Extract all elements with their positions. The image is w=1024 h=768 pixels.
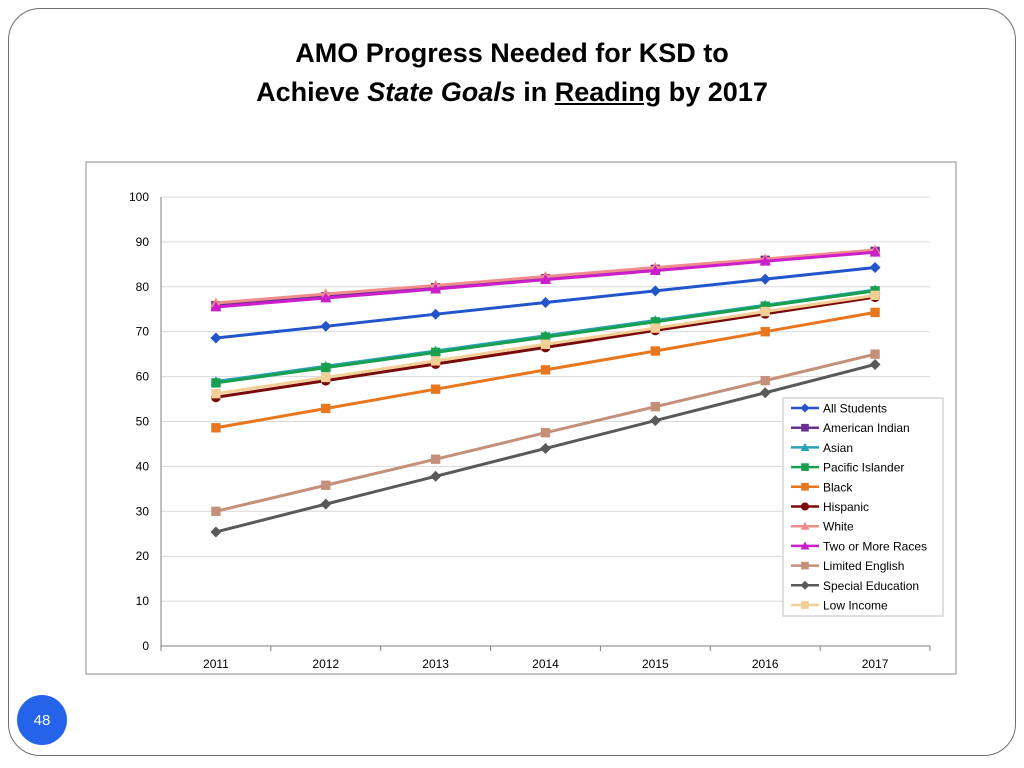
legend-label: Hispanic [823,500,869,514]
data-point-special-education [210,526,222,538]
title-part-reading: Reading [554,77,662,107]
data-point-all-students [869,261,881,273]
data-point-black [321,403,331,414]
y-tick-label: 80 [136,280,150,294]
data-point-special-education [649,415,661,427]
legend-marker [800,403,810,413]
data-point-black [430,384,441,394]
legend-marker [801,561,809,570]
data-point-black [211,423,221,433]
x-tick-label: 2014 [532,657,559,671]
y-tick-label: 30 [136,504,150,518]
data-point-two-or-more-races [869,246,881,257]
legend-label: Black [823,480,853,494]
data-point-two-or-more-races [210,301,222,312]
legend-marker [800,580,810,590]
data-point-all-students [649,285,661,297]
data-point-all-students [540,297,551,309]
legend-marker [801,463,809,471]
data-point-low-income [760,306,770,317]
data-point-low-income [650,323,661,333]
data-point-limited-english [870,349,880,359]
title-part-in: in [515,77,555,107]
data-point-black [650,346,661,356]
legend-marker [800,521,810,530]
x-tick-label: 2015 [642,657,669,671]
title-line-1: AMO Progress Needed for KSD to [295,38,729,68]
data-point-all-students [759,273,771,285]
data-point-two-or-more-races [320,292,332,303]
legend-label: White [823,520,854,534]
data-point-limited-english [650,402,661,412]
data-point-all-students [210,332,222,344]
x-tick-label: 2013 [422,657,449,671]
title-line-2: Achieve State Goals in Reading by 2017 [0,73,1024,112]
data-point-low-income [321,372,331,383]
page-number: 48 [33,711,51,729]
data-point-low-income [430,356,441,366]
data-point-special-education [869,358,881,370]
legend-marker [800,541,810,550]
x-tick-label: 2016 [752,657,779,671]
x-tick-label: 2011 [203,657,229,671]
data-point-low-income [870,290,880,301]
data-point-limited-english [211,506,221,516]
data-point-pacific-islander [540,332,551,342]
y-tick-label: 90 [136,235,150,249]
data-point-two-or-more-races [540,274,551,285]
legend-label: Low Income [823,599,888,613]
y-tick-label: 50 [136,415,150,429]
y-tick-label: 20 [136,549,150,563]
data-point-black [870,307,880,318]
data-point-black [540,365,551,375]
data-point-pacific-islander [760,301,770,311]
title-part-achieve: Achieve [256,77,368,107]
data-point-low-income [540,339,551,349]
legend-marker [800,502,810,511]
data-point-limited-english [540,428,551,438]
data-point-limited-english [321,480,331,490]
x-tick-label: 2012 [312,657,339,671]
data-point-all-students [430,308,442,320]
legend-label: Limited English [823,559,904,573]
legend-label: Special Education [823,579,919,593]
legend-marker [801,423,809,432]
data-point-special-education [430,470,442,482]
data-point-limited-english [760,375,770,386]
y-tick-label: 10 [136,594,150,608]
title-part-by-2017: by 2017 [661,77,768,107]
data-point-pacific-islander [650,317,661,327]
legend-label: Pacific Islander [823,461,904,475]
data-point-two-or-more-races [649,265,661,276]
legend-label: Asian [823,441,853,455]
data-point-special-education [759,387,771,399]
title-part-state-goals: State Goals [367,77,516,107]
data-point-limited-english [430,454,441,464]
data-point-pacific-islander [321,362,331,373]
data-point-two-or-more-races [430,283,442,294]
data-point-special-education [540,442,551,454]
data-point-black [760,327,770,337]
y-tick-label: 0 [142,639,149,653]
y-tick-label: 60 [136,370,150,384]
y-tick-label: 40 [136,459,150,473]
legend-marker [800,442,810,451]
x-tick-label: 2017 [862,657,889,671]
data-point-pacific-islander [430,347,441,358]
page-number-badge: 48 [17,695,67,745]
legend-label: Two or More Races [823,539,927,553]
legend-marker [801,482,809,491]
data-point-special-education [320,498,332,510]
data-point-all-students [320,320,332,332]
legend-marker [801,601,809,609]
data-point-pacific-islander [211,378,221,388]
y-tick-label: 100 [129,190,149,204]
legend-label: American Indian [823,421,910,435]
legend-label: All Students [823,402,887,416]
slide-title: AMO Progress Needed for KSD to Achieve S… [0,34,1024,112]
y-tick-label: 70 [136,325,150,339]
data-point-low-income [211,388,221,399]
data-point-two-or-more-races [759,255,771,266]
